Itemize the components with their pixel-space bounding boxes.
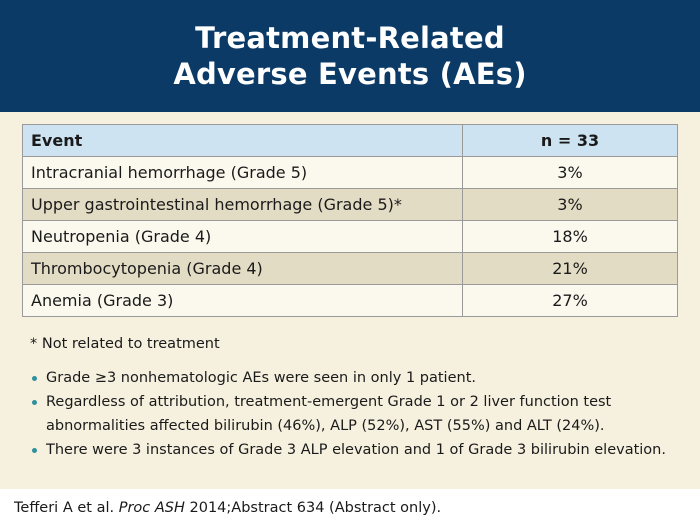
bullet-item: Regardless of attribution, treatment-eme… (28, 390, 678, 438)
event-cell: Thrombocytopenia (Grade 4) (22, 252, 463, 285)
content-panel: Event n = 33 Intracranial hemorrhage (Gr… (0, 112, 700, 489)
bullet-text: Regardless of attribution, treatment-eme… (46, 394, 612, 434)
table-row: Thrombocytopenia (Grade 4) 21% (22, 252, 678, 285)
table-row: Upper gastrointestinal hemorrhage (Grade… (22, 188, 678, 221)
table-header-row: Event n = 33 (22, 124, 678, 157)
event-cell: Neutropenia (Grade 4) (22, 220, 463, 253)
value-cell: 21% (462, 252, 678, 285)
bullet-dot-icon (32, 400, 37, 405)
event-cell: Upper gastrointestinal hemorrhage (Grade… (22, 188, 463, 221)
column-header-n: n = 33 (462, 124, 678, 157)
column-header-event: Event (22, 124, 463, 157)
bullet-item: There were 3 instances of Grade 3 ALP el… (28, 438, 678, 462)
value-cell: 3% (462, 188, 678, 221)
citation-journal: Proc ASH (118, 500, 185, 516)
table-row: Neutropenia (Grade 4) 18% (22, 220, 678, 253)
value-cell: 18% (462, 220, 678, 253)
title-banner: Treatment-Related Adverse Events (AEs) (0, 0, 700, 112)
slide-title-line-2: Adverse Events (AEs) (173, 57, 527, 91)
bullet-text: Grade ≥3 nonhematologic AEs were seen in… (46, 370, 476, 386)
bullet-text: There were 3 instances of Grade 3 ALP el… (46, 442, 666, 458)
bullet-item: Grade ≥3 nonhematologic AEs were seen in… (28, 366, 678, 390)
slide-title-line-1: Treatment-Related (195, 21, 505, 55)
event-cell: Intracranial hemorrhage (Grade 5) (22, 156, 463, 189)
table-row: Intracranial hemorrhage (Grade 5) 3% (22, 156, 678, 189)
bullet-dot-icon (32, 448, 37, 453)
bullet-dot-icon (32, 376, 37, 381)
adverse-events-table: Event n = 33 Intracranial hemorrhage (Gr… (22, 124, 678, 317)
value-cell: 27% (462, 284, 678, 317)
citation: Tefferi A et al. Proc ASH 2014;Abstract … (14, 500, 441, 516)
event-cell: Anemia (Grade 3) (22, 284, 463, 317)
table-footnote: * Not related to treatment (30, 336, 220, 352)
citation-suffix: 2014;Abstract 634 (Abstract only). (184, 500, 442, 516)
bullet-list: Grade ≥3 nonhematologic AEs were seen in… (28, 366, 678, 462)
citation-prefix: Tefferi A et al. (14, 500, 119, 516)
table-row: Anemia (Grade 3) 27% (22, 284, 678, 317)
value-cell: 3% (462, 156, 678, 189)
